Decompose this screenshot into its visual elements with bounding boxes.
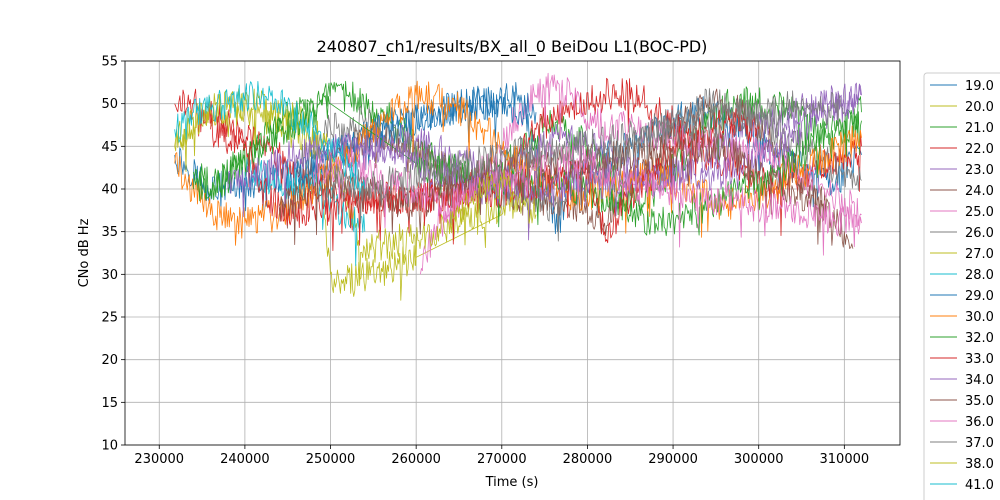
series-line — [450, 169, 537, 235]
chart-title: 240807_ch1/results/BX_all_0 BeiDou L1(BO… — [317, 37, 708, 57]
legend-entry: 38.0 — [965, 457, 994, 472]
x-tick-label: 230000 — [134, 452, 184, 467]
x-tick-label: 310000 — [820, 452, 870, 467]
legend-entry: 30.0 — [965, 310, 994, 325]
y-tick-label: 20 — [101, 353, 118, 368]
legend-entry: 28.0 — [965, 268, 994, 283]
legend-entry: 27.0 — [965, 247, 994, 262]
legend-entry: 25.0 — [965, 205, 994, 220]
legend-entry: 34.0 — [965, 373, 994, 388]
y-tick-label: 55 — [101, 55, 118, 70]
x-tick-label: 250000 — [306, 452, 356, 467]
legend-entry: 36.0 — [965, 415, 994, 430]
y-tick-label: 25 — [101, 311, 118, 326]
y-tick-label: 15 — [101, 396, 118, 411]
x-tick-label: 280000 — [563, 452, 613, 467]
y-tick-label: 50 — [101, 97, 118, 112]
y-tick-label: 30 — [101, 268, 118, 283]
y-tick-label: 45 — [101, 140, 118, 155]
legend-entry: 23.0 — [965, 163, 994, 178]
legend-entry: 24.0 — [965, 184, 994, 199]
legend-entry: 32.0 — [965, 331, 994, 346]
legend: 19.0 20.0 21.0 22.0 23.0 24.0 25.0 26.0 27.0 28.0… — [923, 72, 1000, 500]
series-line — [244, 158, 366, 267]
series-line — [313, 141, 862, 256]
legend-entry: 41.0 — [965, 478, 994, 493]
legend-frame — [923, 72, 1000, 500]
x-tick-label: 270000 — [477, 452, 527, 467]
series-line — [278, 132, 828, 245]
legend-entry: 22.0 — [965, 142, 994, 157]
series-lines — [174, 72, 862, 301]
y-tick-label: 10 — [101, 439, 118, 454]
y-tick-label: 40 — [101, 183, 118, 198]
series-line — [330, 90, 845, 224]
x-tick-label: 260000 — [391, 452, 441, 467]
legend-entry: 21.0 — [965, 121, 994, 136]
legend-entry: 35.0 — [965, 394, 994, 409]
legend-entry: 33.0 — [965, 352, 994, 367]
y-tick-label: 35 — [101, 225, 118, 240]
legend-entry: 20.0 — [965, 100, 994, 115]
series-line — [227, 82, 862, 241]
series-line — [295, 86, 537, 185]
grid — [125, 60, 900, 446]
x-tick-label: 240000 — [220, 452, 270, 467]
legend-entry: 26.0 — [965, 226, 994, 241]
x-axis-ticks: 230000 240000 250000 260000 270000 280000 2900… — [134, 445, 869, 467]
legend-entry: 29.0 — [965, 289, 994, 304]
legend-entry: 19.0 — [965, 79, 994, 94]
x-axis-label: Time (s) — [485, 475, 539, 490]
series-line — [174, 81, 366, 197]
y-axis-ticks: 10 15 20 25 30 35 40 45 50 55 — [101, 55, 125, 454]
legend-entry: 37.0 — [965, 436, 994, 451]
y-axis-label: CNo dB Hz — [77, 218, 92, 287]
plot-frame — [124, 60, 901, 446]
x-tick-label: 290000 — [648, 452, 698, 467]
x-tick-label: 300000 — [734, 452, 784, 467]
